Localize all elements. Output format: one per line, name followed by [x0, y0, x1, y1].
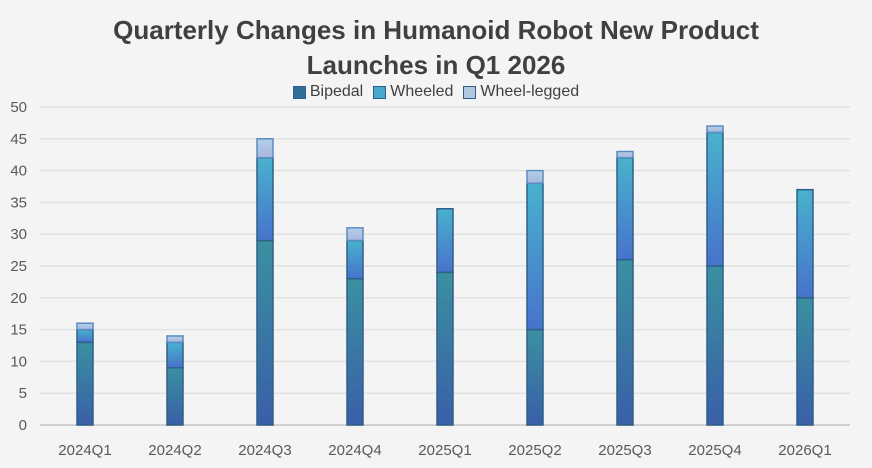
y-tick-label: 15: [10, 322, 27, 339]
legend-label: Wheeled: [390, 83, 454, 100]
y-tick-label: 35: [10, 194, 27, 211]
y-tick-label: 50: [10, 99, 27, 116]
bar-bipedal-2025Q3: [616, 258, 634, 426]
bar-wheeled-2024Q4: [346, 239, 364, 280]
legend-swatch: [292, 85, 306, 99]
y-tick-label: 5: [19, 385, 27, 402]
legend-item-wheel-legged: Wheel-legged: [463, 83, 579, 101]
bar-wheel-legged-2024Q1: [76, 322, 94, 331]
bar-wheeled-2024Q3: [256, 157, 274, 242]
legend-swatch: [463, 85, 477, 99]
bar-wheel-legged-2024Q2: [166, 335, 184, 344]
bar-bipedal-2024Q1: [76, 341, 94, 426]
bar-wheeled-2025Q1: [436, 208, 454, 274]
bar-bipedal-2025Q1: [436, 271, 454, 426]
bar-wheel-legged-2024Q4: [346, 227, 364, 242]
bar-wheel-legged-2025Q3: [616, 150, 634, 159]
bar-bipedal-2025Q4: [706, 265, 724, 426]
y-tick-label: 45: [10, 131, 27, 148]
x-tick-label: 2025Q4: [688, 442, 741, 459]
y-tick-label: 0: [19, 417, 27, 434]
bar-wheel-legged-2025Q2: [526, 169, 544, 185]
bar-wheeled-2024Q2: [166, 341, 184, 369]
y-tick-label: 40: [10, 163, 27, 180]
legend: Bipedal Wheeled Wheel-legged: [0, 83, 872, 101]
bar-bipedal-2024Q3: [256, 239, 274, 426]
bar-wheeled-2025Q3: [616, 157, 634, 261]
x-tick-label: 2024Q3: [238, 442, 291, 459]
bar-wheel-legged-2024Q3: [256, 138, 274, 159]
bar-wheeled-2024Q1: [76, 328, 94, 344]
x-tick-label: 2024Q2: [148, 442, 201, 459]
bar-wheel-legged-2025Q4: [706, 125, 724, 134]
y-tick-label: 30: [10, 226, 27, 243]
bar-wheeled-2025Q2: [526, 182, 544, 331]
bar-bipedal-2024Q2: [166, 367, 184, 426]
legend-item-wheeled: Wheeled: [373, 83, 453, 101]
chart-title-line-2: Launches in Q1 2026: [306, 50, 566, 80]
y-tick-label: 20: [10, 290, 27, 307]
bar-bipedal-2025Q2: [526, 328, 544, 426]
x-tick-label: 2025Q2: [508, 442, 561, 459]
bar-bipedal-2024Q4: [346, 277, 364, 426]
legend-swatch: [373, 85, 387, 99]
chart-title-line-1: Quarterly Changes in Humanoid Robot New …: [113, 15, 759, 45]
x-tick-label: 2024Q4: [328, 442, 381, 459]
y-tick-label: 10: [10, 353, 27, 370]
legend-item-bipedal: Bipedal: [292, 83, 364, 101]
bar-bipedal-2026Q1: [796, 297, 814, 426]
x-tick-label: 2025Q3: [598, 442, 651, 459]
y-tick-label: 25: [10, 258, 27, 275]
bar-wheeled-2026Q1: [796, 188, 814, 299]
bar-wheeled-2025Q4: [706, 131, 724, 267]
legend-label: Bipedal: [309, 83, 364, 100]
x-tick-label: 2025Q1: [418, 442, 471, 459]
legend-label: Wheel-legged: [480, 83, 580, 100]
x-tick-label: 2026Q1: [778, 442, 831, 459]
x-tick-label: 2024Q1: [58, 442, 111, 459]
